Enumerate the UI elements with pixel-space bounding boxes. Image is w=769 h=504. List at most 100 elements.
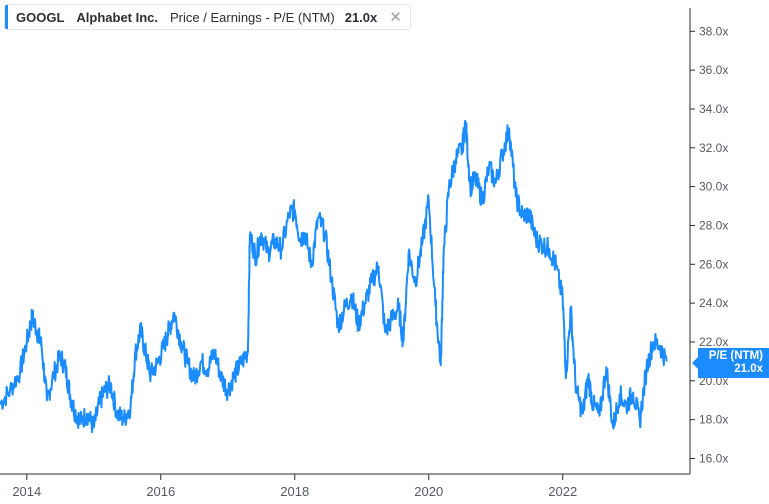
series-point	[619, 393, 621, 395]
series-point	[26, 341, 28, 343]
series-point	[65, 368, 67, 370]
series-point	[639, 421, 641, 423]
series-point	[488, 166, 490, 168]
series-point	[19, 370, 21, 372]
series-point	[599, 415, 601, 417]
series-point	[260, 232, 262, 234]
series-point	[535, 238, 537, 240]
series-point	[612, 426, 614, 428]
series-point	[187, 362, 189, 364]
series-point	[180, 341, 182, 343]
close-icon[interactable]: ✕	[389, 9, 402, 26]
series-point	[542, 244, 544, 246]
series-point	[110, 384, 112, 386]
series-point	[565, 374, 567, 376]
series-point	[98, 403, 100, 405]
series-point	[652, 341, 654, 343]
legend-company: Alphabet Inc.	[76, 9, 159, 25]
series-point	[495, 182, 497, 184]
series-point	[391, 318, 393, 320]
series-point	[213, 351, 215, 353]
series-point	[587, 376, 589, 378]
series-point	[134, 353, 136, 355]
series-point	[508, 127, 510, 129]
series-point	[294, 209, 296, 211]
series-point	[575, 390, 577, 392]
series-point	[156, 362, 158, 364]
legend-color-swatch	[5, 5, 8, 29]
y-tick-label: 28.0x	[699, 218, 728, 232]
y-tick-label: 38.0x	[699, 24, 728, 38]
series-point	[36, 329, 38, 331]
series-point	[522, 215, 524, 217]
series-point	[632, 391, 634, 393]
series-point	[592, 403, 594, 405]
series-point	[274, 240, 276, 242]
legend-ticker: GOOGL	[16, 9, 65, 25]
series-point	[103, 391, 105, 393]
series-point	[9, 390, 11, 392]
series-point	[41, 345, 43, 347]
y-tick-label: 24.0x	[699, 296, 728, 310]
pe-ntm-series-line	[0, 120, 668, 434]
series-point	[364, 302, 366, 304]
series-point	[515, 195, 517, 197]
series-point	[465, 122, 467, 124]
series-point	[288, 213, 290, 215]
series-point	[555, 265, 557, 267]
series-point	[280, 248, 282, 250]
current-value-badge: P/E (NTM) 21.0x	[698, 348, 769, 378]
x-tick-label: 2018	[280, 484, 309, 499]
series-point	[461, 147, 463, 149]
series-point	[267, 252, 269, 254]
series-point	[53, 374, 55, 376]
series-point	[501, 153, 503, 155]
series-point	[74, 411, 76, 413]
legend-metric: Price / Earnings - P/E (NTM)	[170, 9, 335, 25]
series-point	[247, 351, 249, 353]
series-point	[570, 308, 572, 310]
series-point	[86, 413, 88, 415]
series-point	[130, 405, 132, 407]
series-point	[469, 186, 471, 188]
series-point	[384, 331, 386, 333]
y-tick-label: 36.0x	[699, 63, 728, 77]
series-point	[331, 279, 333, 281]
series-point	[408, 252, 410, 254]
y-tick-label: 26.0x	[699, 257, 728, 271]
series-point	[79, 421, 81, 423]
series-point	[311, 263, 313, 265]
series-point	[150, 374, 152, 376]
chart-legend: GOOGL Alphabet Inc. Price / Earnings - P…	[4, 4, 411, 30]
series-point	[421, 244, 423, 246]
series-point	[299, 238, 301, 240]
series-point	[377, 265, 379, 267]
series-point	[59, 355, 61, 357]
series-point	[163, 345, 165, 347]
series-point	[304, 232, 306, 234]
series-point	[357, 323, 359, 325]
y-tick-label: 16.0x	[699, 451, 728, 465]
series-point	[605, 366, 607, 368]
series-point	[168, 329, 170, 331]
series-point	[233, 374, 235, 376]
series-point	[448, 188, 450, 190]
series-point	[220, 376, 222, 378]
series-point	[645, 368, 647, 370]
series-point	[434, 304, 436, 306]
legend-value: 21.0x	[344, 9, 378, 25]
series-points	[0, 122, 668, 429]
series-point	[227, 390, 229, 392]
series-point	[666, 360, 668, 362]
y-tick-label: 32.0x	[699, 141, 728, 155]
series-point	[351, 294, 353, 296]
series-point	[402, 341, 404, 343]
x-tick-label: 2022	[548, 484, 577, 499]
y-tick-label: 18.0x	[699, 413, 728, 427]
y-axis: 16.0x18.0x20.0x22.0x24.0x26.0x28.0x30.0x…	[689, 8, 728, 474]
badge-label: P/E (NTM)	[708, 350, 763, 362]
series-point	[528, 213, 530, 215]
series-point	[200, 360, 202, 362]
series-point	[46, 399, 48, 401]
